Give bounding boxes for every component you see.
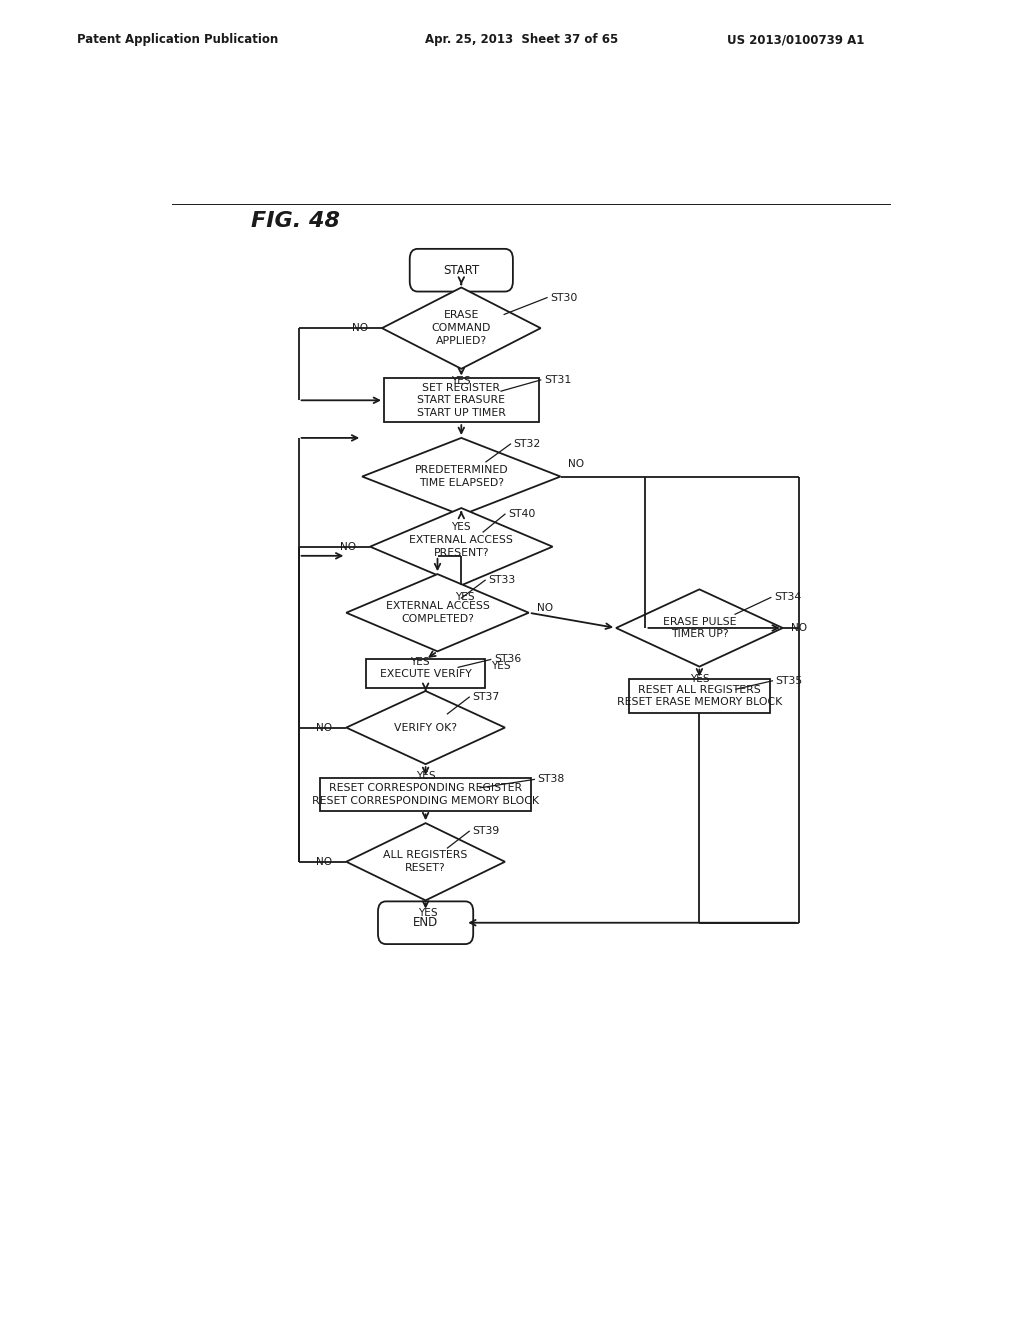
Text: ST35: ST35 bbox=[775, 676, 803, 686]
Text: ST39: ST39 bbox=[472, 826, 500, 837]
Text: RESET ALL REGISTERS
RESET ERASE MEMORY BLOCK: RESET ALL REGISTERS RESET ERASE MEMORY B… bbox=[616, 685, 782, 708]
Text: YES: YES bbox=[410, 656, 430, 667]
Text: ST37: ST37 bbox=[472, 692, 500, 702]
Text: Apr. 25, 2013  Sheet 37 of 65: Apr. 25, 2013 Sheet 37 of 65 bbox=[425, 33, 618, 46]
Text: NO: NO bbox=[315, 722, 332, 733]
Text: NO: NO bbox=[315, 857, 332, 867]
Polygon shape bbox=[346, 574, 528, 651]
Text: SET REGISTER
START ERASURE
START UP TIMER: SET REGISTER START ERASURE START UP TIME… bbox=[417, 383, 506, 418]
Text: YES: YES bbox=[452, 376, 471, 385]
Polygon shape bbox=[362, 438, 560, 515]
Text: END: END bbox=[413, 916, 438, 929]
FancyBboxPatch shape bbox=[410, 249, 513, 292]
Text: ST36: ST36 bbox=[494, 655, 521, 664]
Text: NO: NO bbox=[537, 603, 553, 612]
Text: EXTERNAL ACCESS
PRESENT?: EXTERNAL ACCESS PRESENT? bbox=[410, 536, 513, 558]
Text: START: START bbox=[443, 264, 479, 277]
Polygon shape bbox=[370, 508, 553, 585]
Text: YES: YES bbox=[418, 908, 438, 917]
Text: YES: YES bbox=[452, 523, 471, 532]
Text: ST40: ST40 bbox=[508, 510, 536, 519]
Text: YES: YES bbox=[416, 771, 435, 781]
Text: ALL REGISTERS
RESET?: ALL REGISTERS RESET? bbox=[383, 850, 468, 873]
Text: NO: NO bbox=[351, 323, 368, 333]
Bar bbox=[367, 660, 485, 688]
Polygon shape bbox=[382, 288, 541, 368]
Text: YES: YES bbox=[689, 673, 710, 684]
Bar bbox=[384, 379, 539, 422]
Text: NO: NO bbox=[340, 541, 355, 552]
Text: ST38: ST38 bbox=[538, 775, 565, 784]
Text: EXTERNAL ACCESS
COMPLETED?: EXTERNAL ACCESS COMPLETED? bbox=[386, 602, 489, 624]
Text: NO: NO bbox=[568, 459, 585, 470]
Text: FIG. 48: FIG. 48 bbox=[251, 211, 340, 231]
Text: ST33: ST33 bbox=[488, 576, 515, 585]
Text: RESET CORRESPONDING REGISTER
RESET CORRESPONDING MEMORY BLOCK: RESET CORRESPONDING REGISTER RESET CORRE… bbox=[312, 783, 539, 807]
Text: ST32: ST32 bbox=[514, 440, 541, 449]
Text: PREDETERMINED
TIME ELAPSED?: PREDETERMINED TIME ELAPSED? bbox=[415, 465, 508, 488]
Text: YES: YES bbox=[456, 593, 475, 602]
Text: YES: YES bbox=[492, 660, 511, 671]
Text: NO: NO bbox=[791, 623, 807, 634]
Text: VERIFY OK?: VERIFY OK? bbox=[394, 722, 457, 733]
Text: ERASE
COMMAND
APPLIED?: ERASE COMMAND APPLIED? bbox=[432, 310, 490, 346]
Bar bbox=[629, 680, 770, 713]
Text: ST30: ST30 bbox=[550, 293, 578, 302]
Polygon shape bbox=[346, 690, 505, 764]
Text: ERASE PULSE
TIMER UP?: ERASE PULSE TIMER UP? bbox=[663, 616, 736, 639]
Polygon shape bbox=[616, 589, 782, 667]
Polygon shape bbox=[346, 824, 505, 900]
FancyBboxPatch shape bbox=[378, 902, 473, 944]
Text: US 2013/0100739 A1: US 2013/0100739 A1 bbox=[727, 33, 864, 46]
Text: ST31: ST31 bbox=[544, 375, 571, 385]
Bar bbox=[321, 777, 530, 812]
Text: EXECUTE VERIFY: EXECUTE VERIFY bbox=[380, 669, 471, 678]
Text: Patent Application Publication: Patent Application Publication bbox=[77, 33, 279, 46]
Text: ST34: ST34 bbox=[774, 593, 801, 602]
